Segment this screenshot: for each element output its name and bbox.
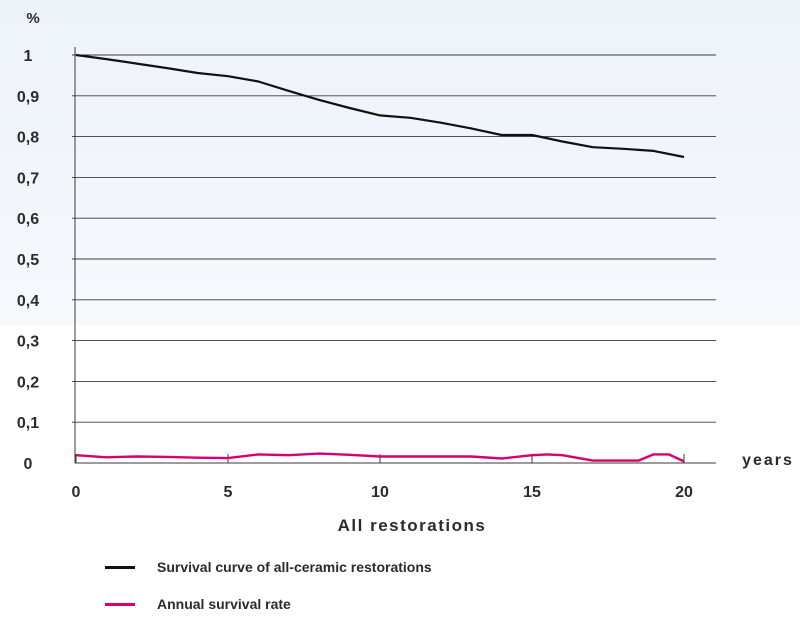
y-tick-label-0,6: 0,6 <box>17 211 39 228</box>
survival-chart: 00,10,20,30,40,50,60,70,80,910 5 10 15 20 % … <box>17 10 794 535</box>
y-tick-label-0,7: 0,7 <box>17 170 39 187</box>
tick-labels: 00,10,20,30,40,50,60,70,80,910 5 10 15 20 <box>17 48 693 501</box>
y-tick-label-0,3: 0,3 <box>17 334 39 351</box>
y-tick-label-0,1: 0,1 <box>17 415 39 432</box>
y-tick-label-0,4: 0,4 <box>17 293 39 310</box>
series-lines <box>75 53 685 463</box>
legend-label-survival-curve: Survival curve of all-ceramic restoratio… <box>157 559 432 575</box>
legend-item-annual-rate: Annual survival rate <box>105 593 432 615</box>
y-tick-label-0: 0 <box>24 456 33 473</box>
x-tick-label-10: 10 <box>371 484 389 501</box>
grid-lines <box>72 54 716 423</box>
legend-label-annual-rate: Annual survival rate <box>157 596 291 612</box>
x-tick-label-5: 5 <box>224 484 233 501</box>
legend-swatch-annual-rate <box>105 602 135 606</box>
y-tick-label-1: 1 <box>24 48 33 65</box>
x-tick-label-0: 0 <box>72 484 81 501</box>
legend-swatch-survival-curve <box>105 565 135 569</box>
axes <box>74 47 716 464</box>
legend-item-survival-curve: Survival curve of all-ceramic restoratio… <box>105 556 432 578</box>
x-tick-label-15: 15 <box>523 484 541 501</box>
legend: Survival curve of all-ceramic restoratio… <box>105 556 432 630</box>
chart-background <box>0 0 800 325</box>
x-tick-label-20: 20 <box>675 484 693 501</box>
y-tick-label-0,8: 0,8 <box>17 130 39 147</box>
annual-rate-line <box>75 452 685 463</box>
survival-curve-line <box>75 53 685 159</box>
y-tick-label-0,9: 0,9 <box>17 89 39 106</box>
y-axis-unit: % <box>26 10 39 27</box>
x-axis-unit: years <box>742 452 794 469</box>
x-axis-title: All restorations <box>338 516 487 535</box>
y-tick-label-0,5: 0,5 <box>17 252 39 269</box>
y-tick-label-0,2: 0,2 <box>17 374 39 391</box>
